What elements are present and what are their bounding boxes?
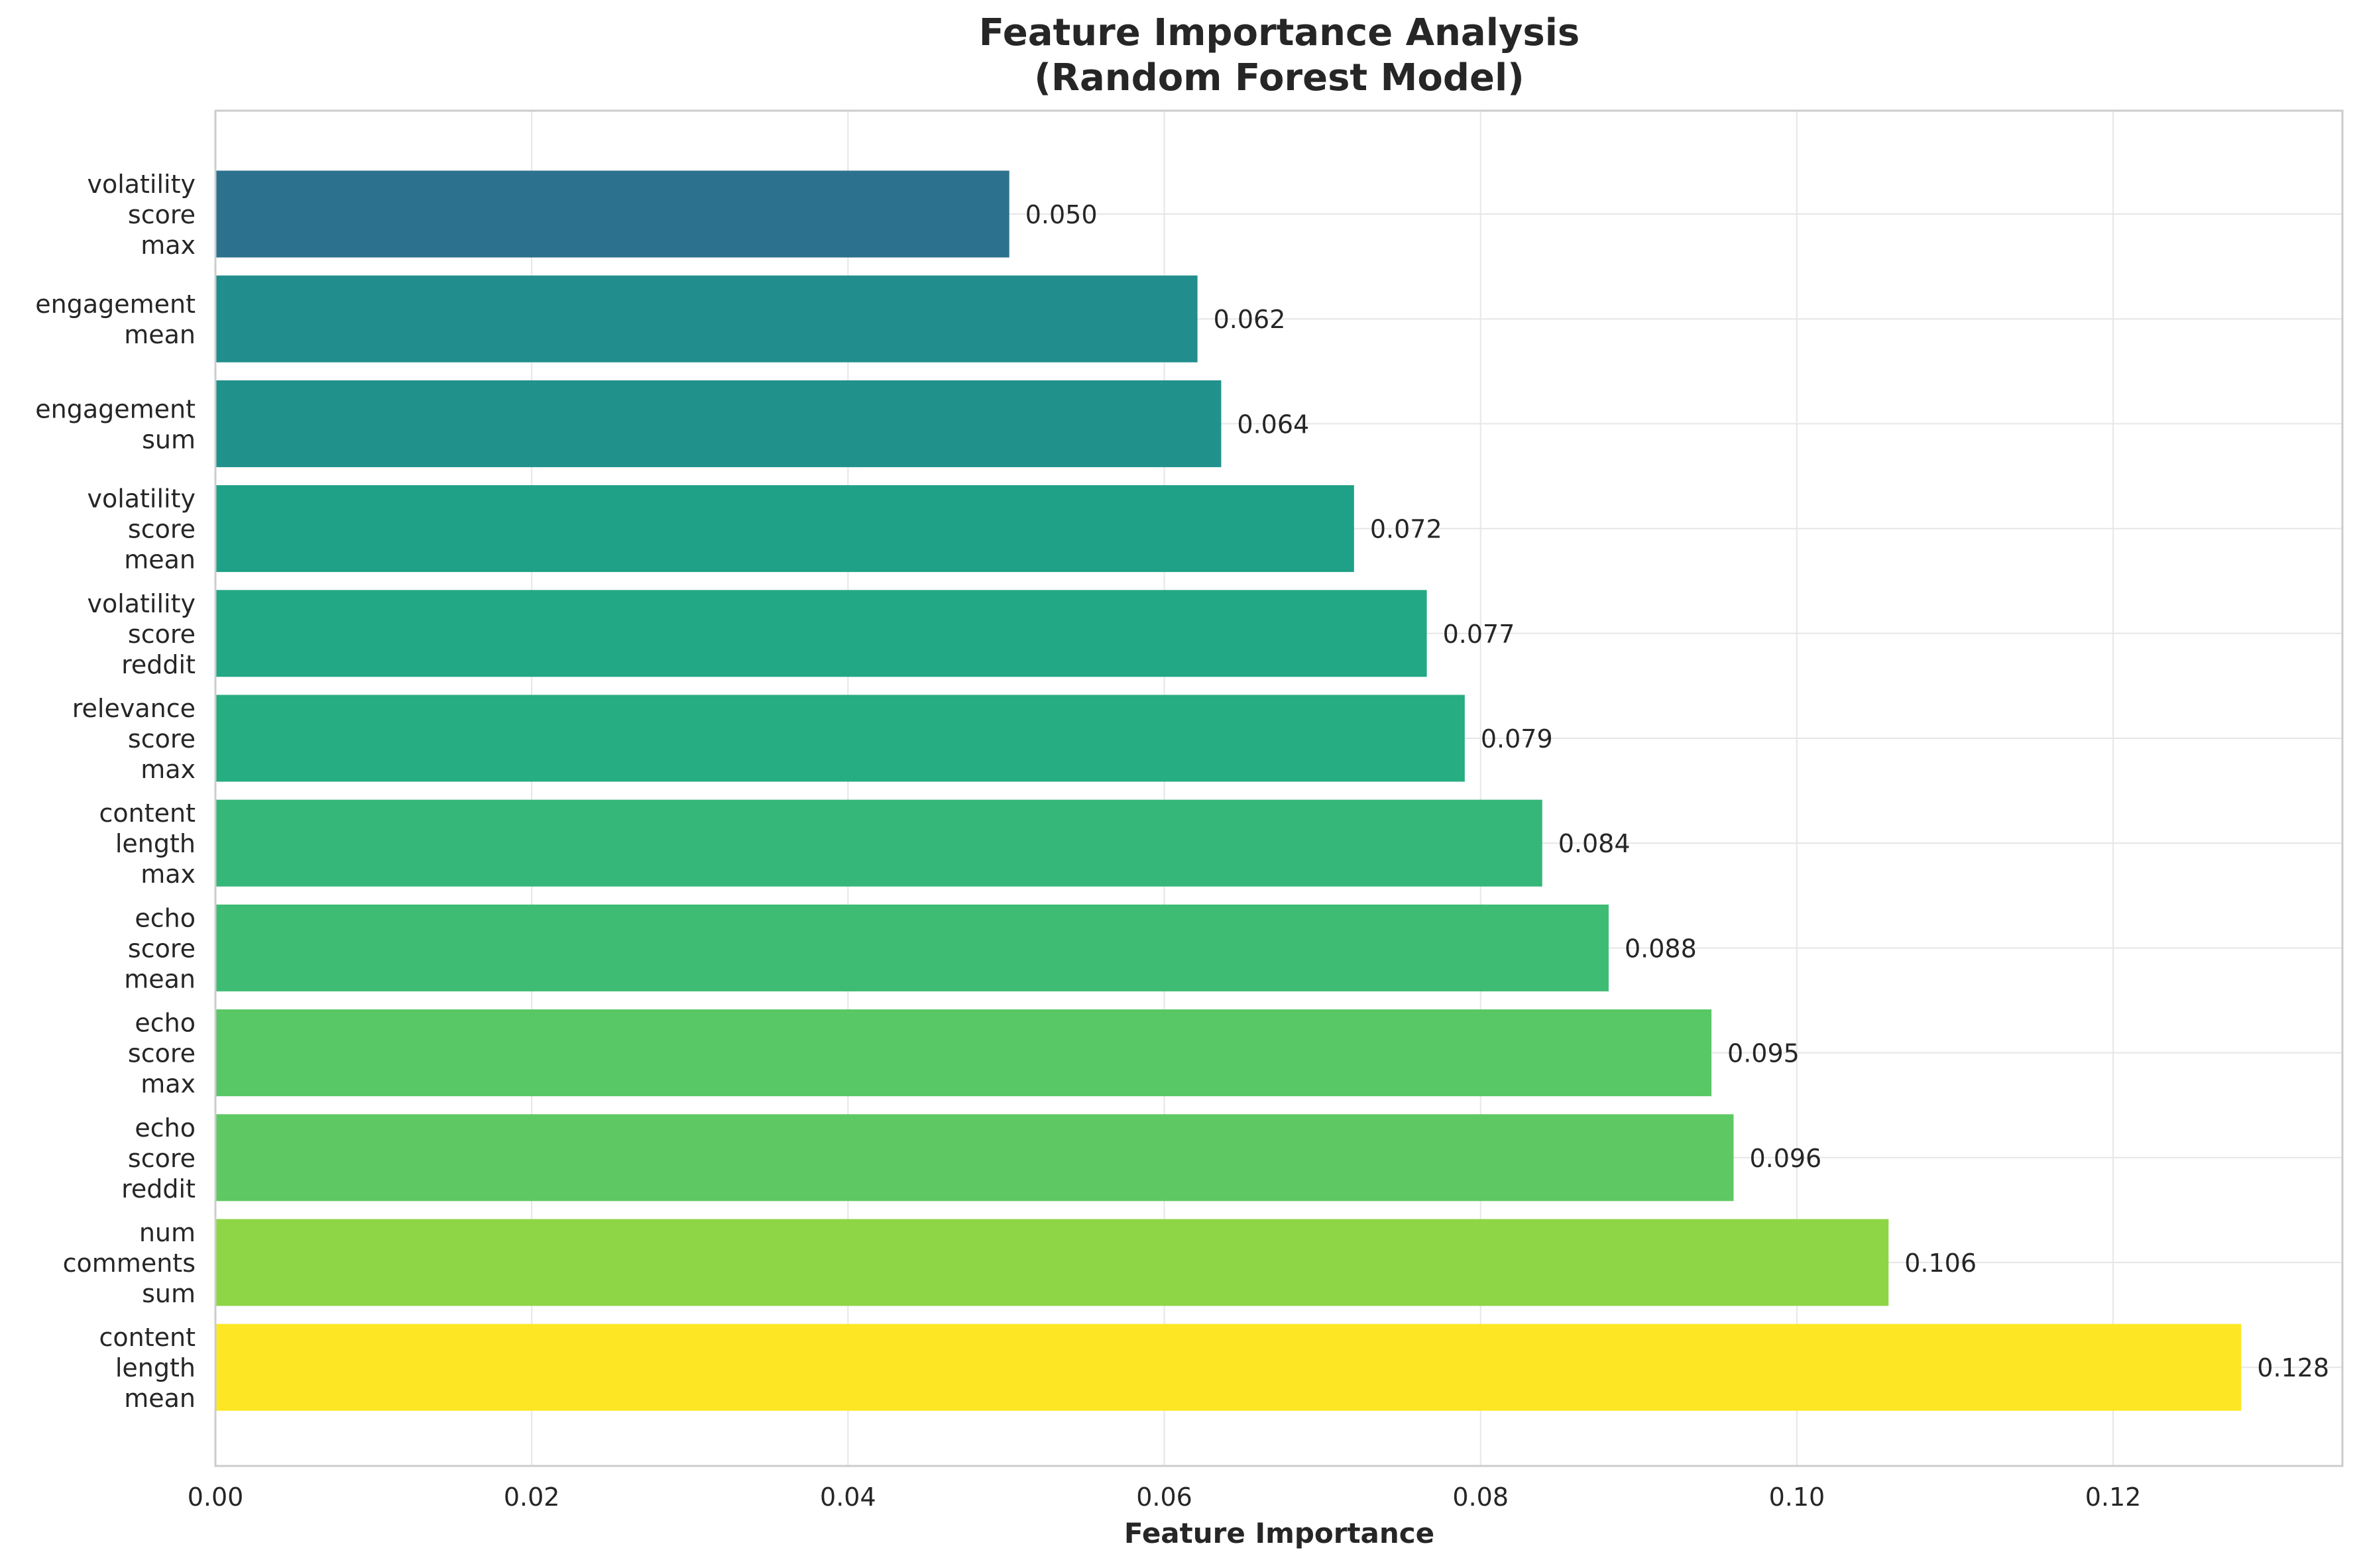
y-tick-label: max [141, 860, 196, 889]
y-tick-label: volatility [87, 589, 196, 618]
y-tick-label: reddit [121, 1174, 196, 1204]
bars: 0.050 0.062 0.064 0.072 0.077 0.079 0.084 0.088… [215, 170, 2329, 1411]
x-tick-label: 0.08 [1452, 1483, 1509, 1512]
y-tick-label: mean [124, 320, 196, 349]
bar-value-label: 0.064 [1237, 410, 1309, 439]
bar [215, 1323, 2242, 1411]
bar-value-label: 0.072 [1370, 515, 1442, 544]
x-axis-ticks: 0.00 0.02 0.04 0.06 0.08 0.10 0.12 [188, 1483, 2142, 1512]
y-axis-ticks: volatilityscoremaxengagementmeanengageme… [35, 170, 196, 1413]
bar [215, 170, 1009, 258]
y-tick-label: content [99, 1323, 196, 1352]
bar [215, 1114, 1734, 1202]
bar-value-label: 0.096 [1749, 1144, 1821, 1173]
y-tick-label: content [99, 799, 196, 828]
y-tick-label: score [128, 1144, 196, 1173]
y-tick-label: engagement [35, 290, 196, 319]
y-tick-label: score [128, 515, 196, 544]
bar-value-label: 0.128 [2257, 1353, 2329, 1382]
bar [215, 275, 1198, 363]
bar-value-label: 0.050 [1025, 200, 1098, 229]
y-tick-label: volatility [87, 484, 196, 514]
y-tick-label: comments [63, 1249, 196, 1278]
x-tick-label: 0.00 [188, 1483, 244, 1512]
bar [215, 1219, 1889, 1306]
bar [215, 799, 1542, 887]
bar [215, 485, 1354, 573]
x-tick-label: 0.12 [2085, 1483, 2142, 1512]
y-tick-label: echo [135, 903, 196, 932]
y-tick-label: length [115, 829, 196, 858]
bar [215, 904, 1609, 991]
y-tick-label: score [128, 934, 196, 963]
y-tick-label: echo [135, 1009, 196, 1038]
y-tick-label: volatility [87, 170, 196, 199]
bar-value-label: 0.062 [1214, 305, 1286, 334]
y-tick-label: score [128, 200, 196, 229]
y-tick-label: engagement [35, 394, 196, 423]
y-tick-label: length [115, 1353, 196, 1382]
y-tick-label: sum [142, 1279, 196, 1308]
y-tick-label: score [128, 620, 196, 649]
x-tick-label: 0.10 [1769, 1483, 1825, 1512]
bar-value-label: 0.084 [1558, 829, 1631, 858]
y-tick-label: max [141, 231, 196, 260]
y-tick-label: max [141, 755, 196, 784]
bar [215, 695, 1465, 782]
x-tick-label: 0.06 [1136, 1483, 1192, 1512]
y-tick-label: score [128, 1039, 196, 1068]
y-tick-label: echo [135, 1113, 196, 1143]
y-tick-label: relevance [72, 694, 196, 723]
x-tick-label: 0.02 [504, 1483, 560, 1512]
bar-value-label: 0.088 [1625, 934, 1697, 963]
bar [215, 380, 1222, 467]
y-tick-label: mean [124, 964, 196, 993]
chart-title-line-2: (Random Forest Model) [1034, 56, 1524, 99]
bar [215, 1009, 1712, 1097]
y-tick-label: reddit [121, 650, 196, 679]
bar-value-label: 0.106 [1904, 1249, 1977, 1278]
y-tick-label: sum [142, 425, 196, 454]
y-tick-label: max [141, 1070, 196, 1099]
bar-value-label: 0.095 [1727, 1039, 1800, 1068]
x-tick-label: 0.04 [820, 1483, 876, 1512]
chart-title-line-1: Feature Importance Analysis [979, 11, 1580, 54]
x-axis-label: Feature Importance [1124, 1517, 1434, 1549]
y-tick-label: mean [124, 545, 196, 575]
bar-value-label: 0.077 [1443, 620, 1515, 649]
bar [215, 590, 1427, 677]
plot-frame [214, 109, 2344, 1467]
y-tick-label: num [139, 1218, 196, 1247]
bar-value-label: 0.079 [1481, 724, 1553, 754]
y-tick-label: score [128, 724, 196, 754]
y-tick-label: mean [124, 1384, 196, 1413]
